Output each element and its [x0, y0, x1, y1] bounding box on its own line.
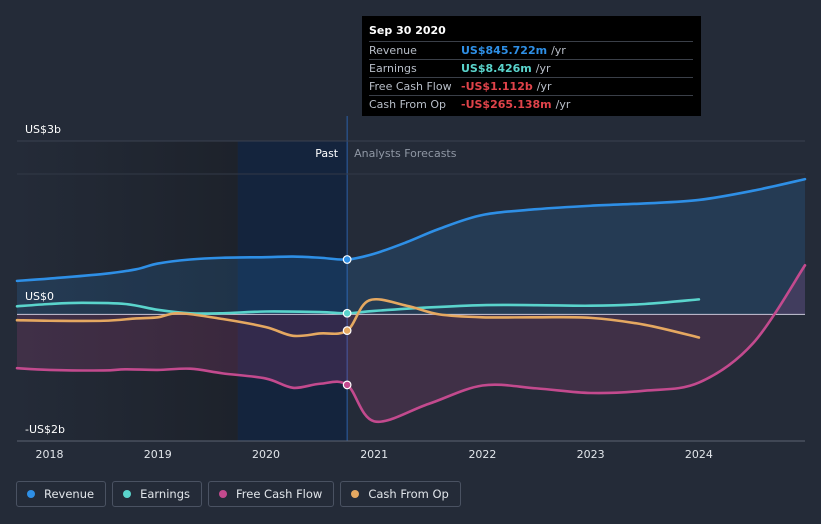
x-tick-label: 2018 [35, 448, 63, 461]
x-tick-label: 2020 [252, 448, 280, 461]
hover-point-free-cash-flow [342, 380, 352, 390]
y-tick-label: US$3b [25, 123, 61, 136]
tooltip-row-revenue: Revenue US$845.722m /yr [369, 41, 693, 59]
hover-point-revenue [342, 255, 352, 264]
tooltip-label: Cash From Op [369, 98, 447, 111]
area-revenue [17, 179, 805, 315]
tooltip-unit: /yr [555, 98, 571, 111]
legend-dot-icon [27, 490, 35, 498]
x-tick-label: 2022 [468, 448, 496, 461]
legend-earnings[interactable]: Earnings [112, 481, 202, 507]
tooltip-label: Revenue [369, 44, 417, 57]
hover-point-earnings [342, 308, 352, 318]
tooltip-row-cfo: Cash From Op -US$265.138m /yr [369, 95, 693, 113]
legend-cash-from-op[interactable]: Cash From Op [340, 481, 461, 507]
tooltip-unit: /yr [535, 62, 551, 75]
highlight-region [237, 141, 348, 441]
legend-label: Earnings [140, 487, 190, 501]
tooltip: Sep 30 2020 Revenue US$845.722m /yr Earn… [362, 16, 701, 116]
tooltip-unit: /yr [536, 80, 552, 93]
series-line-earnings [15, 298, 701, 315]
tooltip-value: -US$1.112b [461, 80, 533, 93]
tooltip-unit: /yr [551, 44, 566, 57]
legend-label: Free Cash Flow [236, 487, 323, 501]
tooltip-label: Earnings [369, 62, 417, 75]
legend-label: Cash From Op [368, 487, 449, 501]
area-free-cash-flow [17, 265, 805, 422]
past-label: Past [315, 147, 339, 160]
legend-dot-icon [219, 490, 227, 498]
x-tick-label: 2024 [685, 448, 713, 461]
legend-dot-icon [351, 490, 360, 498]
legend-free-cash-flow[interactable]: Free Cash Flow [208, 481, 335, 507]
tooltip-value: -US$265.138m [461, 98, 552, 111]
past-region [17, 141, 238, 441]
legend-label: Revenue [44, 487, 95, 501]
x-tick-label: 2023 [577, 448, 605, 461]
series-line-free-cash-flow [15, 263, 807, 424]
tooltip-row-fcf: Free Cash Flow -US$1.112b /yr [369, 77, 693, 95]
tooltip-value: US$845.722m [461, 44, 548, 57]
forecast-label: Analysts Forecasts [354, 147, 457, 160]
tooltip-value: US$8.426m [461, 62, 532, 75]
tooltip-row-earnings: Earnings US$8.426m /yr [369, 59, 693, 77]
legend-dot-icon [123, 490, 132, 498]
tooltip-label: Free Cash Flow [369, 80, 452, 93]
x-tick-label: 2021 [360, 448, 388, 461]
y-tick-label: -US$2b [25, 423, 65, 436]
hover-point-cash-from-op [342, 326, 352, 335]
x-tick-label: 2019 [144, 448, 172, 461]
series-line-cash-from-op [15, 297, 701, 339]
tooltip-date: Sep 30 2020 [369, 24, 446, 37]
y-tick-label: US$0 [25, 290, 54, 303]
legend-revenue[interactable]: Revenue [16, 481, 107, 507]
chart-svg: US$3b US$0 -US$2b 2018 2019 2020 2021 2022 2023 2… [15, 116, 807, 461]
legend: Revenue Earnings Free Cash Flow Cash Fro… [16, 481, 461, 507]
